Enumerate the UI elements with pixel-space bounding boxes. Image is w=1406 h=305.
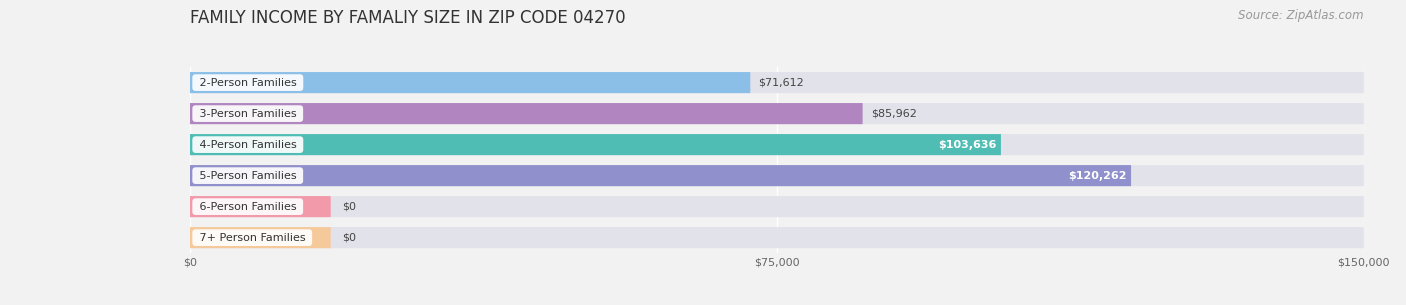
Text: 4-Person Families: 4-Person Families (195, 140, 299, 150)
FancyBboxPatch shape (190, 103, 1364, 124)
FancyBboxPatch shape (190, 134, 1364, 155)
FancyBboxPatch shape (190, 72, 751, 93)
Text: $120,262: $120,262 (1069, 170, 1126, 181)
FancyBboxPatch shape (190, 165, 1364, 186)
Text: Source: ZipAtlas.com: Source: ZipAtlas.com (1239, 9, 1364, 22)
FancyBboxPatch shape (190, 196, 330, 217)
Text: 5-Person Families: 5-Person Families (195, 170, 299, 181)
FancyBboxPatch shape (190, 103, 863, 124)
Text: $0: $0 (343, 233, 357, 243)
Text: $103,636: $103,636 (938, 140, 997, 150)
Text: $71,612: $71,612 (758, 77, 804, 88)
Text: 2-Person Families: 2-Person Families (195, 77, 299, 88)
Text: 7+ Person Families: 7+ Person Families (195, 233, 309, 243)
FancyBboxPatch shape (190, 227, 330, 248)
FancyBboxPatch shape (190, 72, 1364, 93)
Text: 6-Person Families: 6-Person Families (195, 202, 299, 212)
FancyBboxPatch shape (190, 227, 1364, 248)
Text: FAMILY INCOME BY FAMALIY SIZE IN ZIP CODE 04270: FAMILY INCOME BY FAMALIY SIZE IN ZIP COD… (190, 9, 626, 27)
FancyBboxPatch shape (190, 134, 1001, 155)
Text: $0: $0 (343, 202, 357, 212)
FancyBboxPatch shape (190, 165, 1130, 186)
Text: 3-Person Families: 3-Person Families (195, 109, 299, 119)
FancyBboxPatch shape (190, 196, 1364, 217)
Text: $85,962: $85,962 (870, 109, 917, 119)
